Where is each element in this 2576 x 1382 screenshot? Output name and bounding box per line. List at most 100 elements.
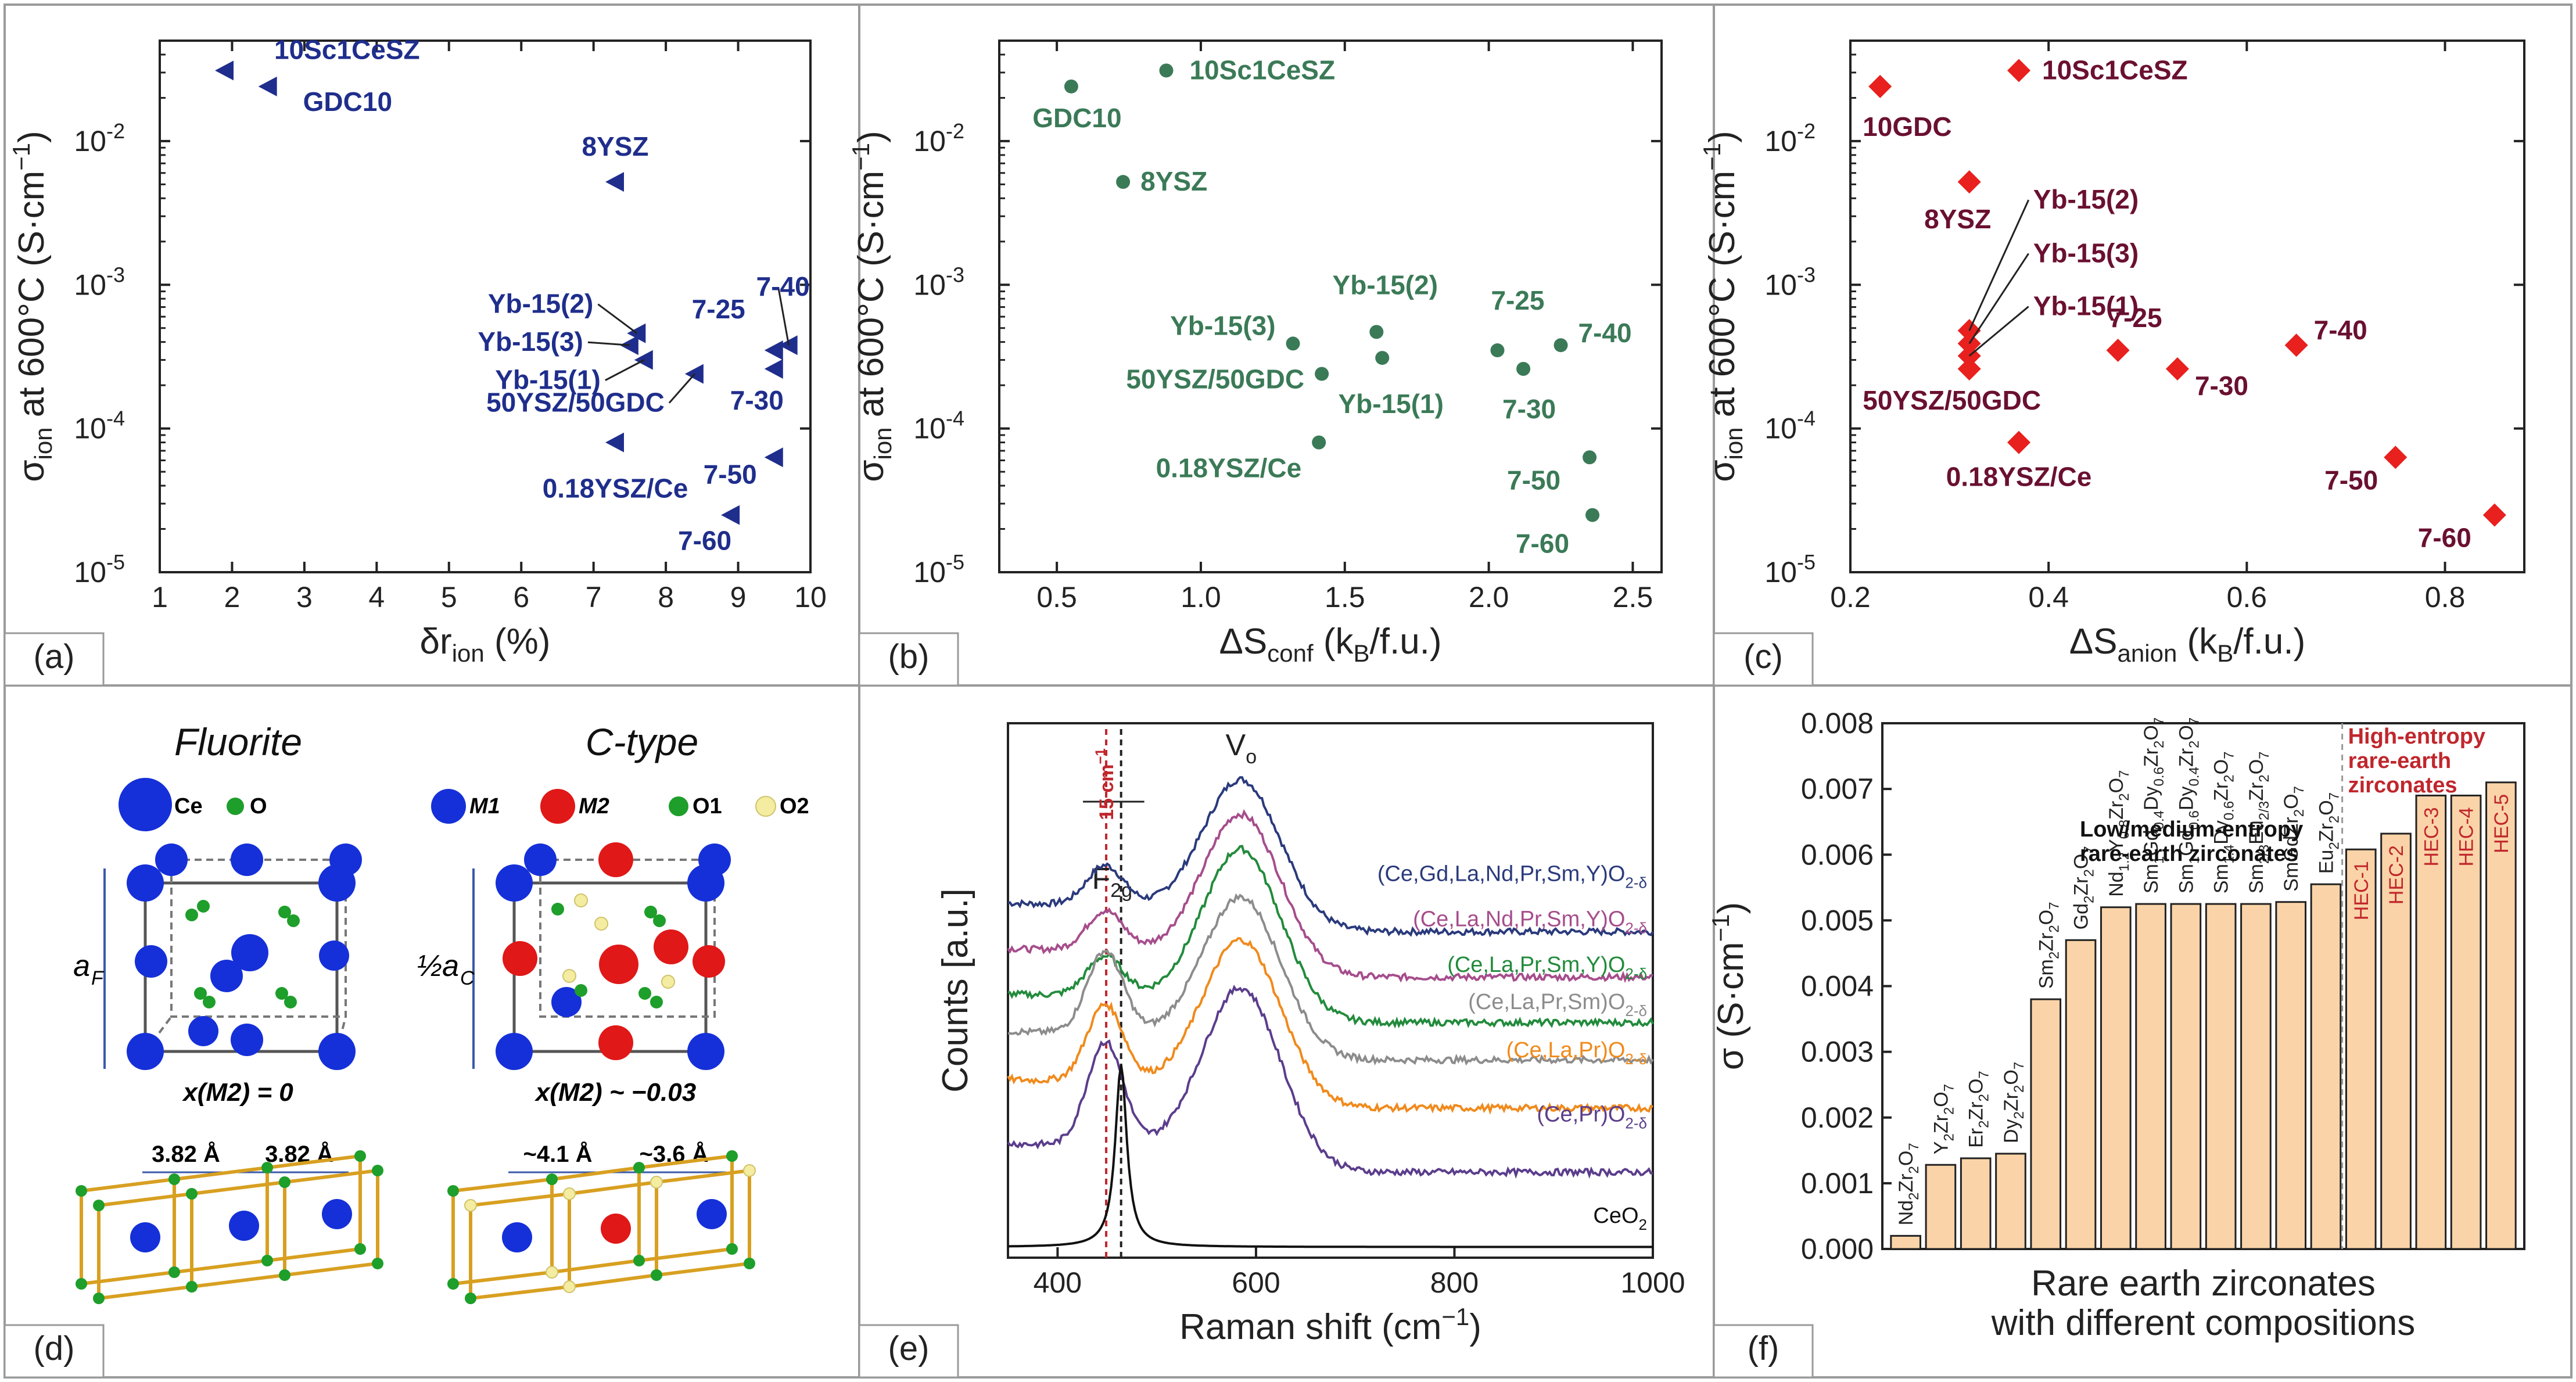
bar — [2485, 781, 2517, 1250]
legend-m1-sphere — [431, 789, 466, 824]
bar — [2450, 794, 2482, 1250]
bar — [1960, 1157, 1992, 1250]
x-tick-label: 7 — [586, 581, 602, 613]
legend-o-label: O — [250, 794, 267, 819]
spectrum-line — [1008, 1064, 1653, 1248]
point-label: 10Sc1CeSZ — [1189, 55, 1335, 85]
x-tick-label: 1 — [152, 581, 168, 613]
point-label: 8YSZ — [1924, 204, 1991, 234]
panel-label-e: (e) — [888, 1330, 930, 1367]
leader-line — [1968, 253, 2029, 344]
series-label: (Ce,La,Pr,Sm)O2-δ — [1468, 990, 1647, 1020]
bar — [2345, 848, 2377, 1250]
y-tick-label: 0.000 — [1801, 1233, 1874, 1265]
bar-label: HEC-2 — [2385, 845, 2408, 904]
x-tick-label: 2 — [224, 581, 241, 613]
bar — [2065, 939, 2097, 1250]
axis-f-label: a — [73, 949, 90, 983]
series-label: CeO2 — [1593, 1204, 1647, 1233]
series-label: (Ce,La,Pr,Sm,Y)O2-δ — [1447, 953, 1647, 982]
shift-label: 15 cm−1 — [1093, 748, 1118, 820]
y-tick-label: 10-5 — [913, 550, 964, 588]
bar — [2240, 903, 2272, 1250]
point-label: Yb-15(3) — [2033, 238, 2139, 268]
x-axis-label: δrion (%) — [420, 622, 551, 667]
bar-label: Sm2Zr2O7 — [2035, 902, 2062, 989]
point-yb-15-2- — [1369, 325, 1384, 339]
fluorite-unit-cell: a F x(M2) = 0 — [73, 843, 362, 1107]
bar-label: Nd1.2Y0.8Zr2O7 — [2105, 770, 2132, 897]
point-label: GDC10 — [1032, 103, 1121, 133]
point-label: Yb-15(2) — [2033, 184, 2139, 214]
point-7-60 — [2482, 503, 2506, 527]
chart-e-raman: 400 600 800 1000 Raman shift (cm−1) Counts [a… — [935, 722, 1685, 1347]
point-7-60 — [1585, 508, 1600, 522]
point-label: 10Sc1CeSZ — [2042, 55, 2188, 85]
legend-ce-sphere — [119, 778, 172, 831]
point-7-30 — [1516, 361, 1531, 376]
spectrum-line — [1007, 937, 1653, 1115]
point-label: 0.18YSZ/Ce — [543, 473, 688, 504]
bar-label: Er2Zr2O7 — [1965, 1071, 1992, 1148]
point-label: 8YSZ — [582, 131, 648, 161]
ctype-unit-cell: ½a C x(M2) ~ −0.03 — [417, 842, 731, 1107]
leader-line — [668, 373, 696, 404]
x-axis-label: ΔSanion (kB/f.u.) — [2069, 622, 2305, 667]
x-tick-label: 0.8 — [2425, 581, 2466, 613]
point-8ysz — [1957, 170, 1981, 194]
group-high-label: zirconates — [2348, 773, 2457, 798]
legend-o1-sphere — [669, 796, 688, 816]
x-tick-label: 1000 — [1620, 1266, 1685, 1299]
bar — [2310, 883, 2342, 1250]
point-8ysz — [1116, 175, 1131, 189]
y-tick-label: 10-4 — [1764, 407, 1816, 445]
bar-label: Dy2Zr2O7 — [2000, 1062, 2027, 1143]
x-tick-label: 1.5 — [1325, 581, 1365, 613]
x-tick-label: 3 — [296, 581, 313, 613]
y-tick-label: 10-2 — [74, 119, 125, 157]
y-axis-label: σion at 600°C (S·cm−1) — [8, 131, 57, 482]
bar-label: Sm1Gd0.4Dy0.6Zr2O7 — [2140, 717, 2167, 893]
point-label: 7-40 — [1578, 318, 1632, 348]
ctype-title: C-type — [586, 720, 698, 763]
x-tick-label: 0.6 — [2227, 581, 2268, 613]
bar-label: Gd2Zr2O7 — [2071, 846, 2097, 929]
x-axis-label: ΔSconf (kB/f.u.) — [1219, 622, 1441, 667]
point-label: 7-60 — [1516, 529, 1569, 559]
y-axis-label: Counts [a.u.] — [935, 888, 975, 1093]
y-tick-label: 10-3 — [913, 263, 964, 301]
bar — [1890, 1234, 1921, 1250]
legend-o2-label: O2 — [780, 794, 809, 819]
bar — [1995, 1153, 2026, 1250]
point-10sc1cesz — [2007, 59, 2030, 82]
legend-m2-sphere — [540, 789, 575, 824]
point-7-50 — [764, 447, 783, 468]
point-7-50 — [2384, 446, 2408, 469]
x-axis-label: Raman shift (cm−1) — [1179, 1303, 1481, 1347]
leader-line — [777, 286, 790, 346]
bar — [2205, 903, 2237, 1250]
group-low-label: rare-earth zirconates — [2080, 842, 2298, 866]
point-label: 7-60 — [678, 526, 731, 556]
series-label: (Ce,Pr)O2-δ — [1537, 1102, 1647, 1132]
leader-line — [597, 303, 638, 334]
point-7-25 — [1490, 343, 1505, 358]
chart-f-bars: 0.000 0.001 0.002 0.003 0.004 0.005 0.006 0.007… — [1707, 707, 2525, 1343]
bar — [2380, 832, 2412, 1250]
point-gdc10 — [258, 76, 277, 96]
point-label: 7-25 — [2109, 303, 2162, 333]
point-label: 7-30 — [2195, 371, 2248, 401]
point-7-25 — [2106, 339, 2130, 362]
frame-e — [858, 684, 1715, 1379]
point-7-60 — [721, 505, 740, 525]
frame-f — [1713, 684, 2573, 1379]
spectrum-line — [1007, 985, 1653, 1179]
point-label: Yb-15(3) — [1170, 310, 1275, 340]
point-label: 8YSZ — [1140, 166, 1207, 196]
point-7-25 — [764, 340, 783, 361]
bar — [2275, 901, 2307, 1250]
series-label: (Ce,Gd,La,Nd,Pr,Sm,Y)O2-δ — [1377, 861, 1647, 891]
point-50ysz-50gdc — [1957, 357, 1981, 381]
point-10sc1cesz — [215, 60, 234, 81]
